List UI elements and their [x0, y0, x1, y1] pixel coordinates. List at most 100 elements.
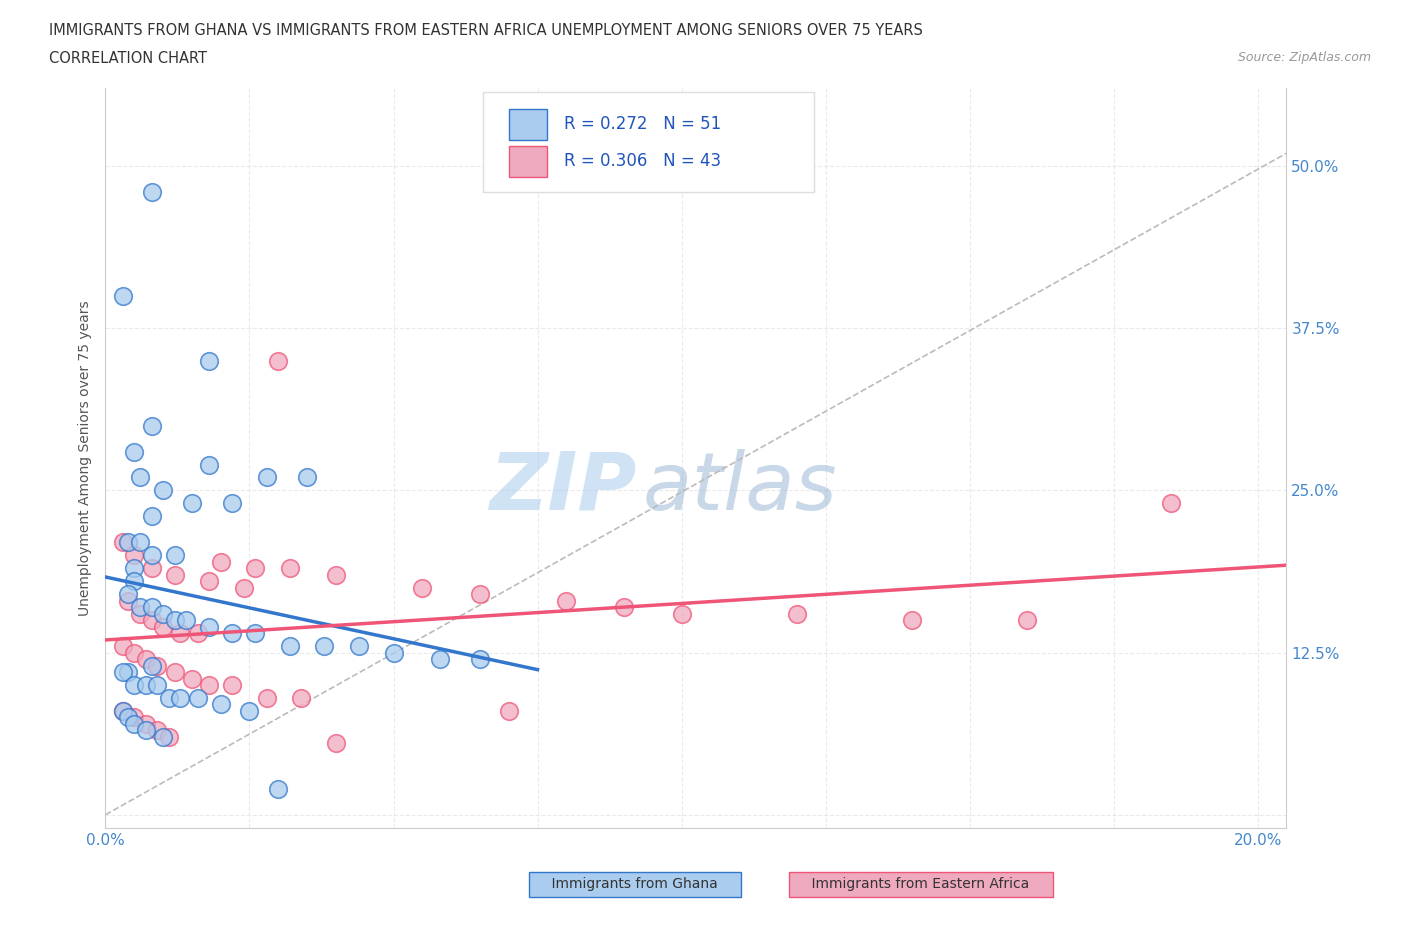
Point — [111, 703, 134, 718]
Point — [382, 645, 405, 660]
Point — [146, 658, 169, 673]
Text: Source: ZipAtlas.com: Source: ZipAtlas.com — [1237, 51, 1371, 64]
Point — [122, 561, 145, 576]
Point — [468, 652, 491, 667]
Point — [141, 600, 163, 615]
Text: ZIP: ZIP — [489, 448, 637, 526]
Point — [267, 781, 290, 796]
Point — [111, 288, 134, 303]
Point — [122, 678, 145, 693]
Point — [111, 665, 134, 680]
Point — [117, 710, 139, 724]
FancyBboxPatch shape — [509, 146, 547, 177]
Point — [347, 639, 370, 654]
Point — [141, 658, 163, 673]
Point — [135, 652, 157, 667]
Point — [314, 639, 336, 654]
Point — [111, 639, 134, 654]
Point — [169, 691, 191, 706]
Point — [152, 729, 174, 744]
Point — [135, 678, 157, 693]
Point — [325, 736, 347, 751]
Point — [198, 353, 221, 368]
Text: R = 0.272   N = 51: R = 0.272 N = 51 — [564, 114, 721, 133]
Point — [117, 587, 139, 602]
Point — [221, 496, 243, 511]
Point — [278, 639, 301, 654]
Point — [1017, 613, 1039, 628]
Point — [111, 703, 134, 718]
Point — [325, 567, 347, 582]
Text: atlas: atlas — [643, 448, 838, 526]
Point — [122, 710, 145, 724]
Point — [169, 626, 191, 641]
Point — [245, 626, 267, 641]
Text: Immigrants from Eastern Africa: Immigrants from Eastern Africa — [794, 877, 1047, 891]
Point — [163, 665, 186, 680]
Point — [198, 457, 221, 472]
Point — [245, 561, 267, 576]
Text: Immigrants from Ghana: Immigrants from Ghana — [534, 877, 735, 891]
FancyBboxPatch shape — [509, 109, 547, 140]
Point — [174, 613, 197, 628]
Point — [555, 593, 578, 608]
Point — [198, 574, 221, 589]
Point — [209, 698, 232, 712]
Point — [290, 691, 312, 706]
Point — [129, 600, 152, 615]
Point — [135, 723, 157, 737]
Point — [111, 535, 134, 550]
Point — [141, 185, 163, 200]
Point — [141, 548, 163, 563]
Point — [122, 574, 145, 589]
Point — [411, 580, 433, 595]
Point — [267, 353, 290, 368]
Point — [141, 561, 163, 576]
Point — [129, 470, 152, 485]
Point — [157, 691, 180, 706]
Point — [198, 678, 221, 693]
Point — [141, 418, 163, 433]
Point — [146, 678, 169, 693]
Point — [180, 671, 202, 686]
Point — [671, 606, 693, 621]
Point — [163, 567, 186, 582]
Point — [129, 606, 152, 621]
Point — [152, 619, 174, 634]
Text: IMMIGRANTS FROM GHANA VS IMMIGRANTS FROM EASTERN AFRICA UNEMPLOYMENT AMONG SENIO: IMMIGRANTS FROM GHANA VS IMMIGRANTS FROM… — [49, 23, 924, 38]
Point — [901, 613, 924, 628]
Point — [187, 626, 209, 641]
Point — [187, 691, 209, 706]
Point — [141, 509, 163, 524]
Text: CORRELATION CHART: CORRELATION CHART — [49, 51, 207, 66]
Point — [278, 561, 301, 576]
Point — [468, 587, 491, 602]
FancyBboxPatch shape — [484, 92, 814, 192]
Point — [117, 593, 139, 608]
Point — [152, 483, 174, 498]
Point — [163, 613, 186, 628]
Point — [163, 548, 186, 563]
Point — [295, 470, 318, 485]
Point — [198, 619, 221, 634]
Point — [221, 626, 243, 641]
Point — [122, 548, 145, 563]
Point — [209, 554, 232, 569]
Text: R = 0.306   N = 43: R = 0.306 N = 43 — [564, 152, 721, 170]
Point — [122, 445, 145, 459]
Point — [146, 723, 169, 737]
Point — [238, 703, 260, 718]
Point — [498, 703, 520, 718]
Point — [122, 645, 145, 660]
Point — [135, 716, 157, 731]
Point — [117, 535, 139, 550]
Point — [256, 691, 278, 706]
Y-axis label: Unemployment Among Seniors over 75 years: Unemployment Among Seniors over 75 years — [79, 300, 93, 616]
Point — [256, 470, 278, 485]
Point — [786, 606, 808, 621]
Point — [180, 496, 202, 511]
Point — [1160, 496, 1182, 511]
Point — [122, 716, 145, 731]
Point — [141, 613, 163, 628]
Point — [157, 729, 180, 744]
